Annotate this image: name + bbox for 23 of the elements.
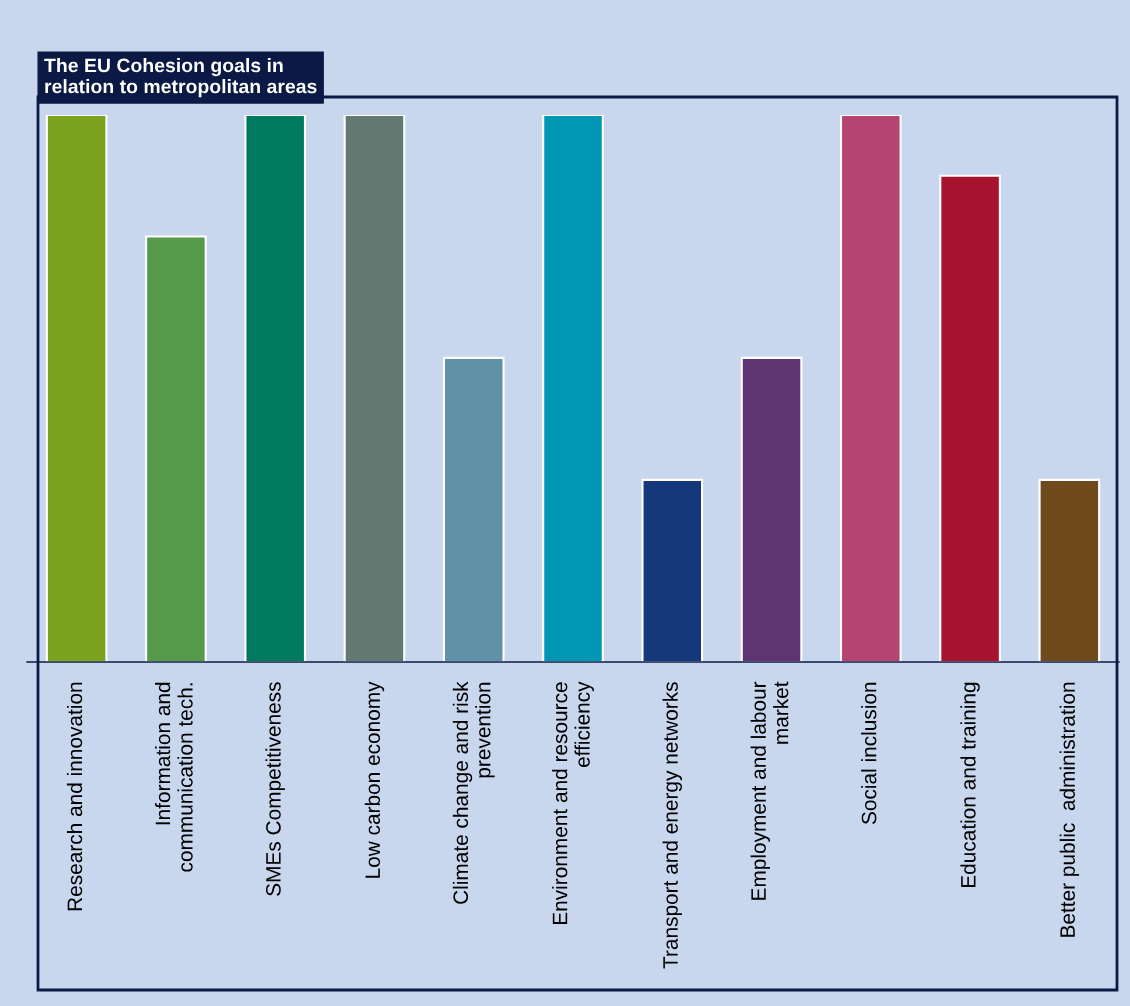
x-tick-label: Transport and energy networks — [662, 682, 682, 969]
x-tick-label: Climate change and risk prevention — [452, 681, 495, 904]
x-tick-label: Information and communication tech. — [154, 682, 193, 872]
x-tick-label: SMEs Competitiveness — [265, 682, 285, 896]
bar — [840, 115, 902, 662]
x-tick-label: Environment and resource efficiency — [552, 681, 594, 925]
x-tick-label: Research and innovation — [66, 682, 83, 911]
x-tick-label: Low carbon economy — [364, 681, 385, 878]
bar — [145, 235, 207, 662]
bar — [641, 478, 704, 662]
x-tick-label: Education and training — [960, 682, 980, 888]
bar — [343, 115, 406, 662]
x-tick-label: Social inclusion — [861, 682, 877, 825]
bar — [442, 356, 505, 662]
x-tick-label: Better public administration — [1059, 682, 1080, 937]
bar — [244, 115, 306, 662]
bar — [1038, 478, 1101, 662]
x-tick-label: Employment and labour market — [750, 681, 789, 900]
bar — [45, 115, 108, 662]
bar — [542, 115, 604, 662]
chart-title: The EU Cohesion goals in relation to metropolitan areas — [44, 58, 317, 98]
bar — [939, 174, 1001, 662]
bar — [740, 356, 803, 662]
